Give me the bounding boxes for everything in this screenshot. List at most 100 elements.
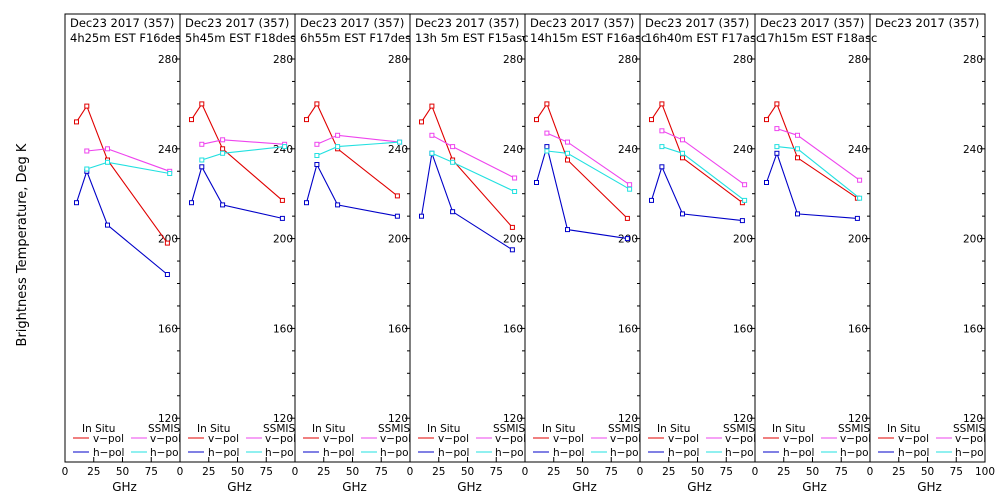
y-tick-label: 120 [388,413,408,425]
y-tick-label: 160 [388,323,408,335]
y-tick-label: 120 [503,413,523,425]
legend-insitu-h-label: h−pol [93,447,124,459]
y-tick-label: 280 [388,54,408,66]
y-tick-label: 240 [963,144,983,156]
y-tick-label: 240 [848,144,868,156]
x-tick-label: 0 [62,466,69,478]
data-point-insitu_v [774,101,780,107]
panel-title-time: 4h25m EST F16des [70,31,181,45]
x-tick-label: 75 [605,466,618,478]
data-point-insitu_v [544,101,550,107]
data-point-ssmis_v [742,182,748,188]
legend-ssmis-v-label: v−pol [265,433,296,445]
data-point-ssmis_h [742,197,748,203]
panel-8: Dec23 2017 (357) 120 160 200 240 280 0 25 50 75 10… [867,13,995,494]
panel-title-time: 17h15m EST F18asc [760,31,877,45]
legend-insitu-title: In Situ [772,423,805,435]
data-point-ssmis_v [512,175,518,181]
series-line-insitu_h [650,165,743,222]
legend-insitu-v-label: v−pol [898,433,929,445]
y-tick-label: 200 [273,234,293,246]
y-tick-label: 200 [503,234,523,246]
series-line-ssmis_v [546,132,630,186]
y-tick-label: 240 [503,144,523,156]
series-line-ssmis_h [86,161,170,175]
x-axis-label: GHz [227,480,252,494]
legend-ssmis-v-label: v−pol [955,433,986,445]
x-axis-label: GHz [917,480,942,494]
series-line-insitu_h [305,162,398,217]
x-tick-label: 25 [662,466,675,478]
panel-title-time: 16h40m EST F17asc [645,31,762,45]
data-point-ssmis_v [680,137,685,143]
y-axis-label: Brightness Temperature, Deg K [15,143,30,346]
legend-insitu-title: In Situ [82,423,115,435]
x-tick-label: 25 [892,466,905,478]
y-tick-label: 240 [733,144,753,156]
legend-insitu-v-label: v−pol [553,433,584,445]
x-tick-label: 0 [292,466,299,478]
x-tick-label: 50 [461,466,474,478]
y-tick-label: 200 [733,234,753,246]
data-point-insitu_v [649,117,654,123]
x-tick-label: 50 [346,466,359,478]
y-tick-label: 240 [158,144,178,156]
data-point-insitu_v [164,240,170,246]
legend-insitu-v-label: v−pol [323,433,354,445]
x-tick-label: 75 [375,466,388,478]
y-tick-label: 160 [618,323,638,335]
data-point-ssmis_h [105,159,110,165]
y-tick-label: 200 [848,234,868,246]
data-point-insitu_v [84,103,90,109]
series-line-insitu_h [765,151,858,219]
data-point-insitu_v [429,103,435,109]
y-tick-label: 120 [273,413,293,425]
x-tick-label: 0 [522,466,529,478]
data-point-ssmis_v [84,148,90,154]
data-point-insitu_h [335,202,341,208]
y-tick-label: 280 [158,54,178,66]
legend-insitu-v-label: v−pol [668,433,699,445]
y-tick-label: 120 [158,413,178,425]
data-point-insitu_h [544,144,550,150]
data-point-insitu_h [394,213,400,219]
series-line-insitu_v [766,102,858,199]
x-tick-label: 0 [407,466,414,478]
data-point-insitu_h [419,213,424,219]
panel-7: Dec23 2017 (357)17h15m EST F18asc 120 160 2… [752,13,877,494]
x-tick-label: 25 [547,466,560,478]
y-tick-label: 280 [848,54,868,66]
legend-ssmis-h-label: h−pol [150,447,181,459]
data-point-ssmis_h [659,144,665,150]
y-tick-label: 120 [848,413,868,425]
data-point-insitu_h [189,200,194,206]
panel-title-time: 14h15m EST F16asc [530,31,647,45]
data-point-insitu_v [189,117,194,123]
x-tick-label: 50 [231,466,244,478]
x-tick-label: 75 [490,466,503,478]
legend-ssmis-h-label: h−pol [265,447,296,459]
data-point-ssmis_h [680,150,685,156]
series-line-insitu_v [76,104,168,244]
data-point-insitu_h [795,211,800,217]
legend-insitu-v-label: v−pol [783,433,814,445]
data-point-insitu_h [649,197,654,203]
legend-insitu-v-label: v−pol [93,433,124,445]
legend-ssmis-v-label: v−pol [610,433,641,445]
legend-insitu-v-label: v−pol [208,433,239,445]
y-tick-label: 160 [503,323,523,335]
series-line-insitu_v [651,102,743,204]
data-point-ssmis_h [167,171,173,176]
x-tick-label: 25 [317,466,330,478]
x-tick-label: 50 [116,466,129,478]
y-tick-label: 280 [618,54,638,66]
x-tick-label: 25 [87,466,100,478]
data-point-insitu_h [220,202,226,208]
